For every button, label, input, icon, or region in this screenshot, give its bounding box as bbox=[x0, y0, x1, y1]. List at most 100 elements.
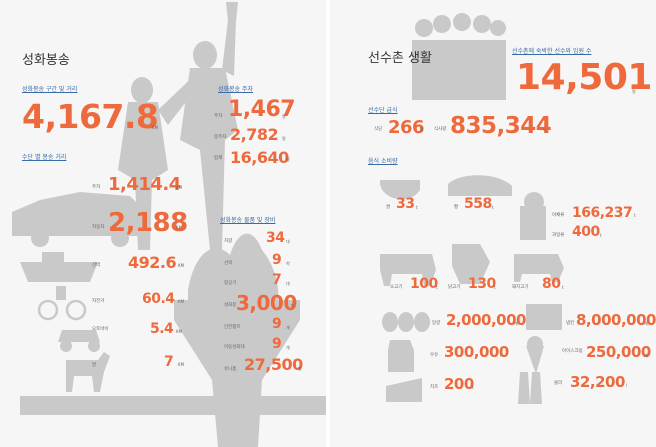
food-value-icecream: 250,000 bbox=[586, 343, 651, 361]
equip-label-7: 유니폼 bbox=[224, 367, 237, 372]
cola-icon bbox=[518, 372, 530, 404]
food-value-chicken: 130 bbox=[468, 276, 496, 292]
runner2-body-icon bbox=[180, 68, 238, 250]
equip-unit-2: 척 bbox=[286, 261, 290, 266]
meals-heading: 선수단 급식 bbox=[368, 107, 398, 114]
food-label-milk: 우유 bbox=[430, 353, 439, 358]
napkin-icon bbox=[526, 304, 562, 330]
chicken-icon bbox=[452, 244, 490, 284]
food-unit-vegetables: t bbox=[634, 213, 636, 218]
meals-label-2: 식사량 bbox=[434, 127, 447, 132]
torch-arm-icon bbox=[222, 20, 236, 76]
meals-value-1: 266 bbox=[388, 117, 425, 138]
runners-unit-2: 명 bbox=[282, 136, 286, 141]
runners-label-1: 주자 bbox=[214, 114, 223, 119]
runner-head-icon bbox=[131, 77, 153, 103]
lodging-unit: 명 bbox=[632, 89, 636, 94]
rice-bowl-icon bbox=[380, 180, 420, 200]
runner-body-icon bbox=[118, 102, 168, 250]
food-value-beef: 100 bbox=[410, 276, 438, 292]
equip-unit-6: 개 bbox=[286, 345, 290, 350]
equipment-heading: 성화봉송 물품 및 장비 bbox=[220, 217, 276, 224]
meals-value-2: 835,344 bbox=[450, 113, 552, 139]
equip-label-5: 안전램프 bbox=[224, 325, 241, 330]
meals-unit-2: 식 bbox=[542, 127, 546, 132]
food-value-napkins: 8,000,000 bbox=[576, 311, 656, 329]
equip-value-4: 3,000 bbox=[236, 291, 297, 315]
runners-value-3: 16,640 bbox=[230, 148, 289, 167]
lodging-heading: 선수촌에 숙박한 선수와 임원 수 bbox=[512, 48, 592, 55]
panel-title: 성화봉송 bbox=[22, 53, 70, 68]
means-value-1: 1,414.4 bbox=[108, 174, 181, 195]
cow-icon bbox=[380, 254, 436, 286]
means-unit-3: KM bbox=[178, 263, 185, 268]
distance-value: 4,167.8 bbox=[22, 97, 159, 136]
food-unit-rice: t bbox=[416, 205, 418, 210]
food-label-chicken: 닭고기 bbox=[448, 285, 461, 290]
horse-icon bbox=[66, 352, 110, 392]
food-unit-milk: l bbox=[500, 353, 502, 358]
ship-icon bbox=[20, 252, 98, 282]
food-unit-eggs: 개 bbox=[514, 321, 518, 326]
food-value-vegetables: 166,237 bbox=[572, 205, 633, 221]
equip-unit-7: 벌 bbox=[298, 366, 302, 371]
means-value-4: 60.4 bbox=[142, 291, 175, 307]
means-unit-2: KM bbox=[176, 225, 183, 230]
milk-icon bbox=[388, 340, 414, 372]
equip-label-2: 선박 bbox=[224, 261, 233, 266]
equip-label-1: 차량 bbox=[224, 239, 233, 244]
food-unit-icecream: 개 bbox=[644, 353, 648, 358]
means-value-3: 492.6 bbox=[128, 253, 177, 272]
food-label-eggs: 달걀 bbox=[432, 321, 441, 326]
food-label-pork: 돼지고기 bbox=[512, 285, 529, 290]
runner2-head-icon bbox=[193, 41, 217, 69]
runners-label-2: 봉주자 bbox=[214, 135, 227, 140]
food-unit-pork: t bbox=[562, 285, 564, 290]
means-value-6: 7 bbox=[164, 354, 174, 370]
by-means-heading: 수단 별 봉송 거리 bbox=[22, 154, 67, 161]
means-label-4: 자전거 bbox=[92, 299, 105, 304]
means-unit-5: KM bbox=[176, 329, 183, 334]
pig-icon bbox=[514, 254, 564, 282]
lodging-value: 14,501 bbox=[516, 57, 652, 98]
food-label-icecream: 아이스크림 bbox=[562, 349, 583, 354]
cauldron-icon bbox=[174, 233, 300, 447]
runners-unit-3: 명 bbox=[286, 157, 290, 162]
torch-relay-panel: 성화봉송 성화봉송 구간 및 거리 4,167.8 KM 성화봉송 주자 주자 … bbox=[0, 0, 326, 447]
distance-heading: 성화봉송 구간 및 거리 bbox=[22, 86, 78, 93]
food-unit-chicken: t bbox=[494, 285, 496, 290]
equip-unit-5: 개 bbox=[286, 325, 290, 330]
torch-relay-silhouettes bbox=[12, 2, 326, 447]
equip-value-6: 9 bbox=[272, 336, 282, 352]
means-value-2: 2,188 bbox=[108, 208, 188, 238]
meals-unit-1: 종 bbox=[420, 127, 424, 132]
car-icon bbox=[12, 192, 148, 236]
village-silhouettes bbox=[380, 13, 564, 404]
meals-label-1: 식당 bbox=[374, 127, 383, 132]
runners-value-1: 1,467 bbox=[228, 97, 296, 122]
distance-unit: KM bbox=[152, 125, 159, 130]
equip-label-3: 항공기 bbox=[224, 281, 237, 286]
torch-icon bbox=[226, 2, 238, 22]
motorbike-icon bbox=[58, 330, 100, 342]
means-label-6: 말 bbox=[92, 363, 97, 368]
food-value-eggs: 2,000,000 bbox=[446, 311, 526, 329]
means-label-3: 선박 bbox=[92, 263, 101, 268]
food-label-bread: 빵 bbox=[454, 205, 459, 210]
equip-label-4: 성화봉 bbox=[224, 303, 237, 308]
means-unit-4: KM bbox=[178, 299, 185, 304]
food-value-cola: 32,200 bbox=[570, 373, 625, 391]
equip-value-3: 7 bbox=[272, 272, 282, 288]
food-label-fruit: 과일류 bbox=[552, 233, 565, 238]
food-value-pork: 80 bbox=[542, 276, 561, 292]
equip-value-7: 27,500 bbox=[244, 355, 303, 374]
food-label-beef: 소고기 bbox=[390, 285, 403, 290]
food-unit-bread: t bbox=[492, 205, 494, 210]
equip-label-6: 이동성화대 bbox=[224, 345, 245, 350]
food-value-fruit: 400 bbox=[572, 224, 600, 240]
food-unit-beef: t bbox=[436, 285, 438, 290]
food-value-milk: 300,000 bbox=[444, 343, 509, 361]
equip-unit-1: 대 bbox=[286, 239, 290, 244]
equip-unit-3: 대 bbox=[286, 281, 290, 286]
